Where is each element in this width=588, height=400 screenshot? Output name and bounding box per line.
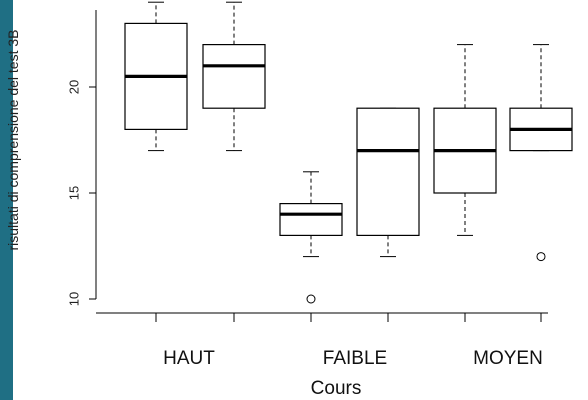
category-label: HAUT — [163, 348, 215, 369]
box-iqr — [202, 43, 266, 109]
y-tick-label: 20 — [67, 80, 82, 94]
category-label: MOYEN — [473, 348, 543, 369]
outlier-point — [536, 252, 546, 262]
box-6 — [509, 44, 573, 262]
x-axis-ticks — [155, 313, 542, 322]
y-axis-ticks: 10 15 20 — [67, 80, 96, 306]
y-tick-label: 15 — [67, 186, 82, 200]
box-iqr — [356, 107, 420, 236]
box-1 — [124, 1, 188, 152]
outlier-point — [306, 294, 316, 304]
y-axis-label: risultati di comprensione del test 3B — [5, 30, 21, 251]
category-label: FAIBLE — [323, 348, 387, 369]
side-accent-bar — [0, 0, 13, 400]
box-5 — [433, 44, 497, 236]
box-iqr — [279, 203, 343, 237]
box-2 — [202, 1, 266, 152]
x-axis-label: Cours — [311, 378, 362, 399]
boxplot-series — [124, 1, 573, 304]
category-labels: HAUT FAIBLE MOYEN — [163, 348, 543, 369]
y-tick-label: 10 — [67, 292, 82, 306]
box-3 — [279, 171, 343, 304]
box-4 — [356, 107, 420, 258]
